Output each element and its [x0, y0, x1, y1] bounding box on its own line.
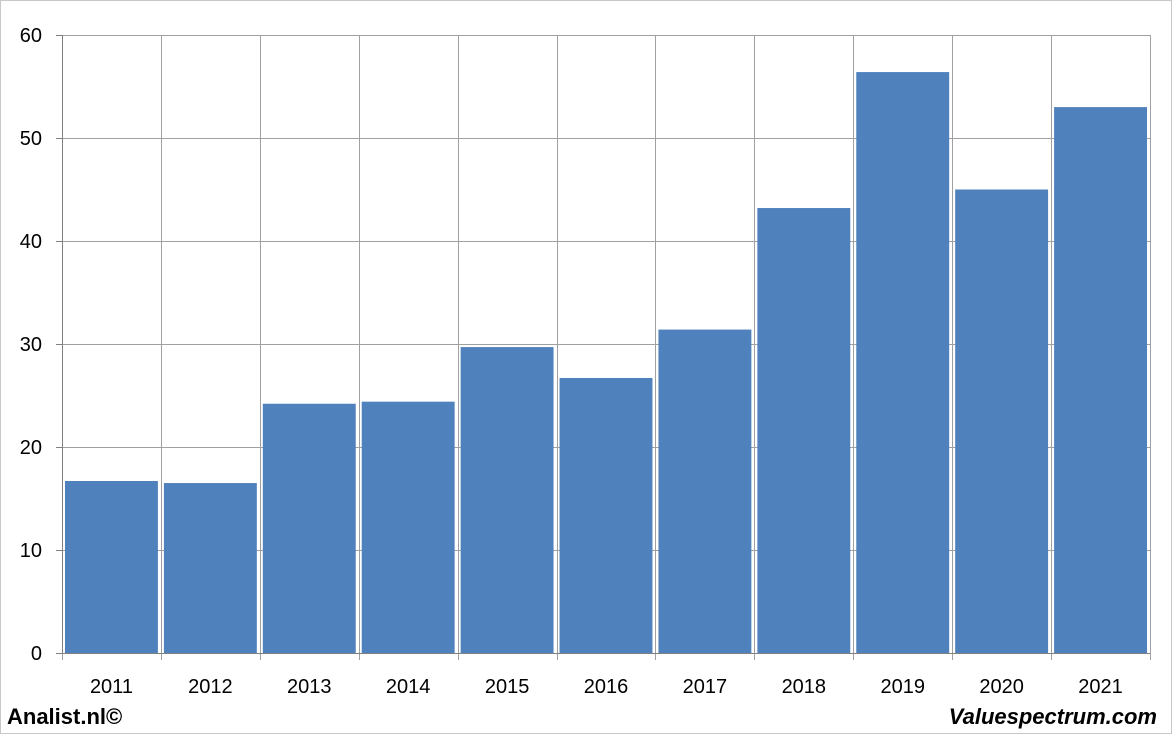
x-tick-label-2013: 2013 [287, 676, 332, 698]
y-tick-label-40: 40 [20, 231, 42, 253]
bar-2016 [559, 377, 653, 653]
valuespectrum-credit: Valuespectrum.com [948, 704, 1157, 729]
y-tick-labels: 0 10 20 30 40 50 60 [20, 25, 42, 665]
bar-2017 [658, 329, 752, 653]
x-tick-label-2016: 2016 [584, 676, 629, 698]
x-tick-label-2018: 2018 [782, 676, 827, 698]
x-tick-labels: 2011 2012 2013 2014 2015 2016 2017 2018 2019 2020… [90, 676, 1123, 698]
y-tick-label-10: 10 [20, 540, 42, 562]
x-tick-label-2019: 2019 [880, 676, 925, 698]
bar-2012 [163, 483, 257, 653]
x-tick-label-2017: 2017 [683, 676, 728, 698]
bar-2019 [856, 72, 950, 653]
bar-2011 [65, 480, 158, 653]
bar-2013 [262, 403, 356, 653]
axes [56, 35, 1150, 654]
x-tick-label-2020: 2020 [979, 676, 1024, 698]
bar-2018 [757, 208, 851, 654]
analist-credit: Analist.nl© [7, 704, 123, 729]
x-tick-label-2012: 2012 [188, 676, 233, 698]
bar-2020 [955, 189, 1049, 653]
bar-2015 [460, 347, 554, 653]
y-tick-label-60: 60 [20, 25, 42, 47]
x-tick-label-2021: 2021 [1078, 676, 1123, 698]
y-tick-label-20: 20 [20, 437, 42, 459]
x-tick-label-2015: 2015 [485, 676, 530, 698]
y-tick-label-50: 50 [20, 128, 42, 150]
x-tick-label-2014: 2014 [386, 676, 431, 698]
y-tick-label-0: 0 [31, 643, 42, 665]
x-tick-label-2011: 2011 [90, 676, 133, 698]
bars [65, 72, 1147, 654]
y-tick-label-30: 30 [20, 334, 42, 356]
bar-2014 [361, 401, 455, 653]
bar-2021 [1054, 107, 1147, 654]
grid-lines [62, 35, 1151, 660]
